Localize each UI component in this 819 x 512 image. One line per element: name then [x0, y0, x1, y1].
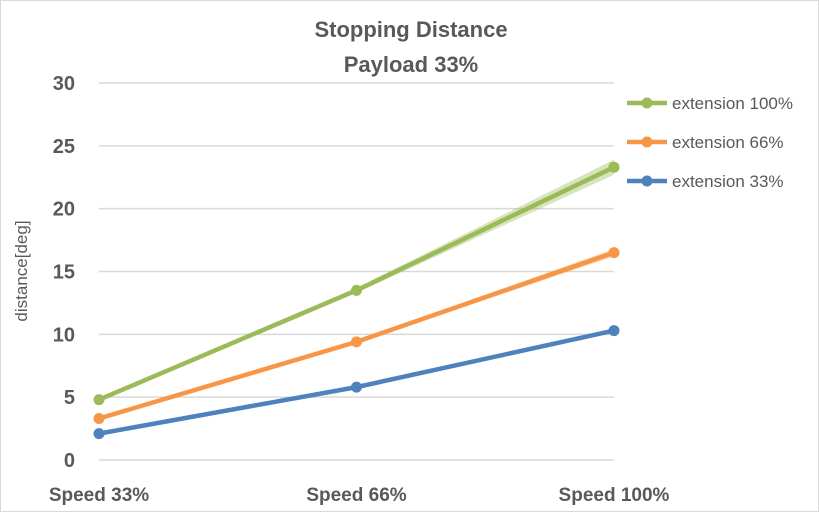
y-tick-label: 30: [53, 73, 75, 95]
series-line: [98, 165, 615, 402]
y-tick-label: 5: [64, 387, 75, 409]
y-tick-label: 10: [53, 324, 75, 346]
x-tick-label: Speed 100%: [559, 485, 670, 506]
legend-label: extension 33%: [672, 172, 784, 191]
legend-marker: [641, 97, 653, 109]
x-tick-label: Speed 33%: [49, 485, 149, 506]
data-point: [351, 336, 362, 348]
x-tick-label: Speed 66%: [306, 485, 406, 506]
y-tick-label: 0: [64, 450, 75, 472]
data-point: [93, 394, 105, 406]
y-axis-label: distance[deg]: [12, 220, 31, 321]
data-point: [93, 413, 105, 425]
data-point: [608, 325, 620, 337]
legend-label: extension 100%: [672, 94, 793, 113]
data-point: [608, 161, 620, 173]
data-point: [608, 247, 620, 259]
series-line: [98, 250, 615, 421]
legend-marker: [641, 175, 653, 187]
y-tick-label: 25: [53, 136, 75, 158]
chart-subtitle: Payload 33%: [344, 52, 479, 77]
data-point: [351, 284, 362, 296]
data-point: [351, 381, 362, 393]
legend-label: extension 66%: [672, 133, 784, 152]
y-tick-label: 15: [53, 262, 75, 284]
legend-marker: [641, 136, 653, 148]
data-point: [93, 428, 105, 440]
chart-title: Stopping Distance: [314, 17, 507, 42]
y-tick-label: 20: [53, 199, 75, 221]
